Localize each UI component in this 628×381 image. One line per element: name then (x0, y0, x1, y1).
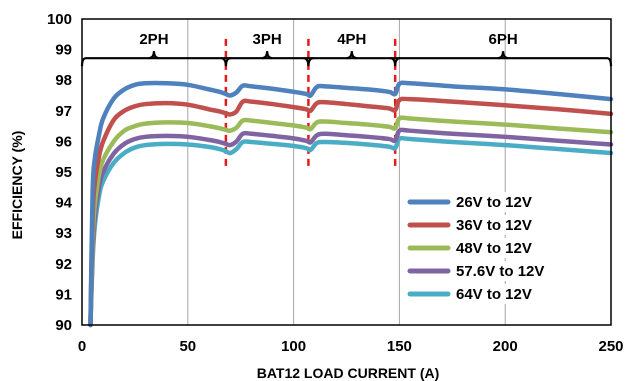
x-tick-label-0: 0 (78, 338, 86, 355)
bracket-end-2 (303, 57, 314, 67)
legend-bg-1 (406, 215, 584, 235)
phase-label-6PH: 6PH (488, 31, 517, 48)
y-tick-label-100: 100 (47, 11, 72, 28)
x-axis-title: BAT12 LOAD CURRENT (A) (257, 365, 440, 381)
phase-labels: 2PH 3PH 4PH 6PH (139, 31, 517, 48)
phase-label-2PH: 2PH (139, 31, 168, 48)
y-tick-label-93: 93 (55, 225, 72, 242)
y-tick-label-94: 94 (55, 195, 72, 212)
y-tick-label-95: 95 (55, 164, 72, 181)
y-axis-title: EFFICIENCY (%) (9, 131, 25, 240)
legend: 26V to 12V 36V to 12V 48V to 12V 57.6V to 1… (406, 192, 584, 304)
legend-label-1: 36V to 12V (456, 217, 532, 234)
bracket-peak-0 (148, 51, 160, 60)
legend-label-3: 57.6V to 12V (456, 263, 544, 280)
x-tick-label-100: 100 (281, 338, 306, 355)
bracket-peak-1 (262, 51, 273, 60)
series-line-3 (88, 127, 614, 328)
series-lines (88, 80, 614, 328)
phase-label-3PH: 3PH (253, 31, 282, 48)
phase-label-4PH: 4PH (337, 31, 366, 48)
legend-bg-2 (406, 238, 584, 258)
legend-label-2: 48V to 12V (456, 240, 532, 257)
legend-bg-4 (406, 284, 584, 304)
series-line-0 (88, 80, 614, 328)
y-tick-label-92: 92 (55, 256, 72, 273)
x-tick-label-150: 150 (387, 338, 412, 355)
y-tick-label-99: 99 (55, 42, 72, 59)
y-tick-label-98: 98 (55, 72, 72, 89)
legend-label-4: 64V to 12V (456, 286, 532, 303)
plot-frame (81, 18, 612, 326)
x-tick-label-50: 50 (179, 338, 196, 355)
series-line-4 (88, 135, 614, 328)
bracket-peak-2 (346, 51, 357, 60)
legend-bg-3 (406, 261, 584, 281)
y-tick-label-91: 91 (55, 286, 72, 303)
bracket-end-3 (390, 57, 401, 67)
bracket-end-1 (220, 57, 231, 67)
x-tick-label-250: 250 (598, 338, 623, 355)
legend-bg-0 (406, 192, 584, 212)
y-tick-label-96: 96 (55, 133, 72, 150)
phase-bracket (80, 51, 613, 67)
x-tick-label-200: 200 (493, 338, 518, 355)
phase-dividers (224, 38, 397, 168)
tick-labels: 90 91 92 93 94 95 96 97 98 99 100 0 50 100 150 200 250 (47, 11, 624, 355)
y-tick-label-90: 90 (55, 317, 72, 334)
series-line-2 (88, 115, 614, 328)
series-line-1 (88, 96, 614, 328)
legend-label-0: 26V to 12V (456, 194, 532, 211)
plot-area-border (81, 18, 612, 326)
y-tick-label-97: 97 (55, 103, 72, 120)
bracket-peak-3 (497, 51, 509, 60)
